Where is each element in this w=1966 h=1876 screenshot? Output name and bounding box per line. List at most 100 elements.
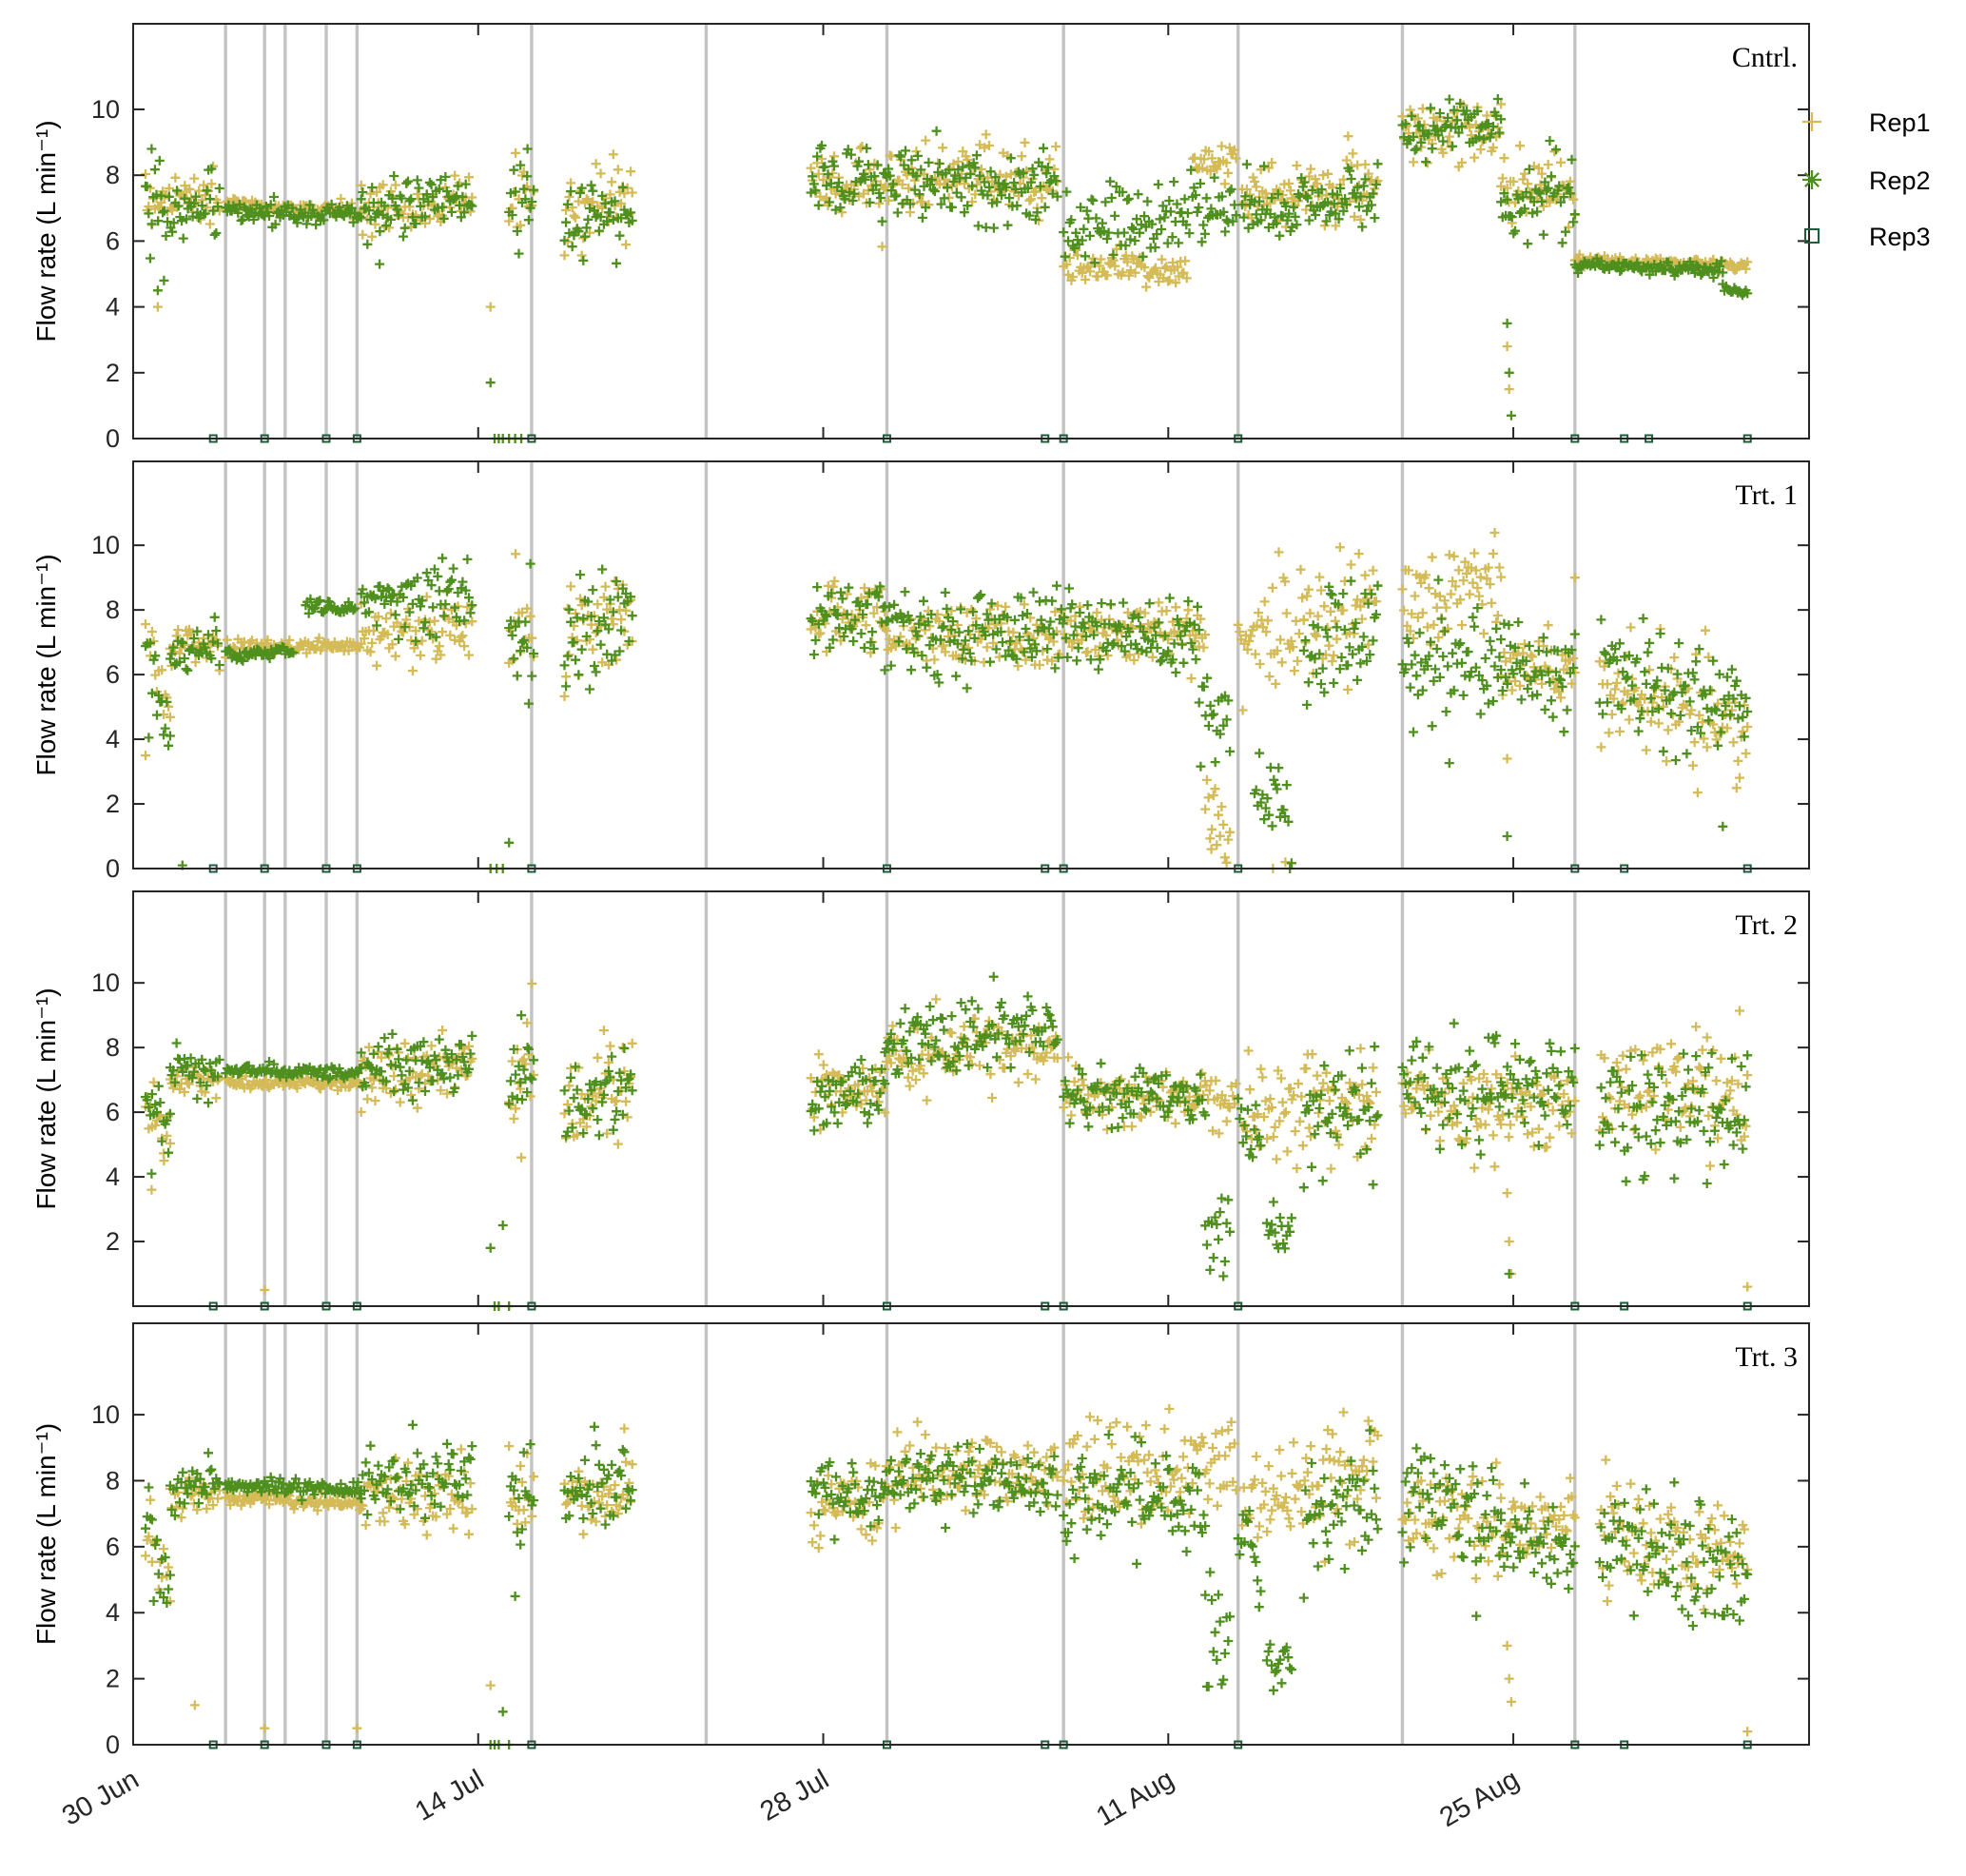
point-trt-2-rep1-500 [1170,1118,1180,1128]
point-cntrl-rep2-523 [1206,204,1217,214]
point-trt-1-rep1-504 [1171,602,1181,613]
point-cntrl-rep1-254 [607,177,617,187]
point-cntrl-rep2-852 [146,144,157,154]
point-trt-1-rep2-797 [1726,664,1737,674]
point-trt-1-rep2-608 [1410,650,1420,660]
point-trt-1-rep2-788 [1713,740,1723,751]
point-cntrl-rep1-235 [576,250,587,261]
point-cntrl-rep1-566 [1284,178,1294,188]
point-cntrl-rep2-186 [434,184,444,194]
point-trt-1-rep2-571 [1329,678,1339,688]
point-cntrl-rep1-212 [511,147,521,158]
point-cntrl-rep2-359 [946,202,957,212]
point-cntrl-rep1-607 [1348,148,1358,159]
point-cntrl-rep2-8 [153,216,164,226]
point-trt-1-rep1-205 [464,650,474,660]
point-trt-1-rep2-283 [848,636,859,646]
point-cntrl-rep2-383 [984,182,994,192]
point-cntrl-rep2-293 [845,187,855,198]
point-cntrl-rep1-481 [1141,282,1152,292]
point-trt-1-rep2-740 [1638,614,1648,624]
point-trt-1-rep1-843 [1502,753,1512,764]
point-cntrl-rep2-302 [859,168,868,179]
point-trt-1-rep1-661 [1444,550,1454,560]
point-cntrl-rep1-579 [1304,171,1314,182]
point-cntrl-rep2-226 [562,199,573,209]
point-cntrl-rep2-219 [522,171,533,182]
point-cntrl-rep2-514 [1192,206,1202,217]
point-cntrl-rep2-295 [847,196,858,205]
point-cntrl-rep2-1 [142,182,152,192]
point-trt-1-rep1-557 [1259,596,1270,607]
point-cntrl-rep2-287 [835,203,846,213]
point-cntrl-rep1-705 [1523,179,1533,189]
point-cntrl-rep2-466 [1118,186,1128,197]
point-trt-1-rep2-405 [1036,615,1046,625]
point-trt-1-rep1-694 [1496,572,1507,582]
point-cntrl-rep1-410 [1026,194,1036,205]
point-cntrl-rep2-44 [209,229,220,240]
ytick-label-trt-1-4: 4 [106,725,120,753]
point-cntrl-rep1-466 [1118,267,1128,278]
point-cntrl-rep1-242 [588,197,598,207]
point-trt-2-rep2-347 [928,1015,938,1026]
point-cntrl-rep2-446 [1086,194,1097,205]
point-trt-1-rep2-415 [1052,580,1061,591]
point-trt-2-rep1-249 [598,1026,609,1036]
point-trt-1-rep1-725 [1543,620,1553,631]
point-trt-1-rep2-619 [1427,721,1437,732]
point-cntrl-rep1-470 [1124,270,1134,281]
point-trt-1-rep2-230 [588,585,598,596]
point-trt-2-rep1-623 [1367,1133,1376,1143]
point-cntrl-rep2-2 [144,208,154,219]
point-cntrl-rep1-397 [1005,169,1016,180]
point-cntrl-rep2-277 [820,162,830,172]
point-cntrl-rep2-366 [958,162,968,172]
point-cntrl-rep2-148 [375,226,385,237]
point-cntrl-rep2-77 [265,200,276,210]
point-cntrl-rep1-584 [1312,179,1322,189]
point-cntrl-rep2-390 [995,185,1005,195]
point-cntrl-rep2-24 [178,233,188,244]
point-cntrl-rep2-3 [145,253,155,264]
point-trt-1-rep1-598 [1322,622,1333,633]
point-trt-2-rep1-566 [1277,1097,1288,1107]
point-trt-1-rep2-763 [1674,638,1684,649]
point-trt-1-rep2-7 [152,710,162,720]
point-cntrl-rep2-372 [967,181,978,191]
point-cntrl-rep1-283 [829,151,839,162]
point-trt-2-rep1-739 [1569,1096,1580,1106]
point-trt-2-rep1-697 [1504,1132,1514,1143]
point-trt-1-rep1-754 [1611,677,1622,688]
point-trt-1-rep2-258 [808,650,819,659]
point-cntrl-rep2-174 [416,201,426,211]
point-cntrl-rep1-366 [958,147,968,157]
point-trt-1-rep1-514 [1186,674,1197,684]
point-trt-1-rep2-761 [1670,755,1681,766]
point-trt-1-rep1-611 [1343,684,1353,694]
point-trt-1-rep2-466 [1131,638,1140,649]
point-cntrl-rep2-617 [1357,222,1368,232]
point-cntrl-rep1-526 [1217,141,1227,151]
point-trt-1-rep2-610 [1412,690,1423,700]
point-cntrl-rep2-209 [505,188,516,198]
point-trt-1-rep2-372 [985,656,995,667]
point-trt-1-rep2-657 [1487,645,1497,655]
point-cntrl-rep1-567 [1285,186,1295,196]
point-trt-2-rep2-207 [467,1030,477,1041]
point-trt-1-rep2-531 [1255,748,1265,758]
point-cntrl-rep1-596 [1331,221,1341,231]
point-trt-2-rep2-305 [864,1109,874,1120]
point-cntrl-rep2-310 [871,180,881,190]
point-cntrl-rep2-445 [1084,230,1095,241]
point-cntrl-rep2-439 [1076,202,1086,212]
point-cntrl-rep2-181 [426,180,437,190]
point-cntrl-rep2-165 [401,178,412,188]
point-trt-2-rep2-611 [1368,1180,1378,1190]
point-cntrl-rep1-539 [1241,185,1252,194]
point-cntrl-rep2-731 [1557,238,1567,248]
point-trt-2-rep1-588 [1312,1070,1322,1081]
point-cntrl-rep2-338 [914,189,925,200]
point-cntrl-rep2-191 [442,186,452,197]
point-trt-2-rep1-839 [516,1152,527,1163]
